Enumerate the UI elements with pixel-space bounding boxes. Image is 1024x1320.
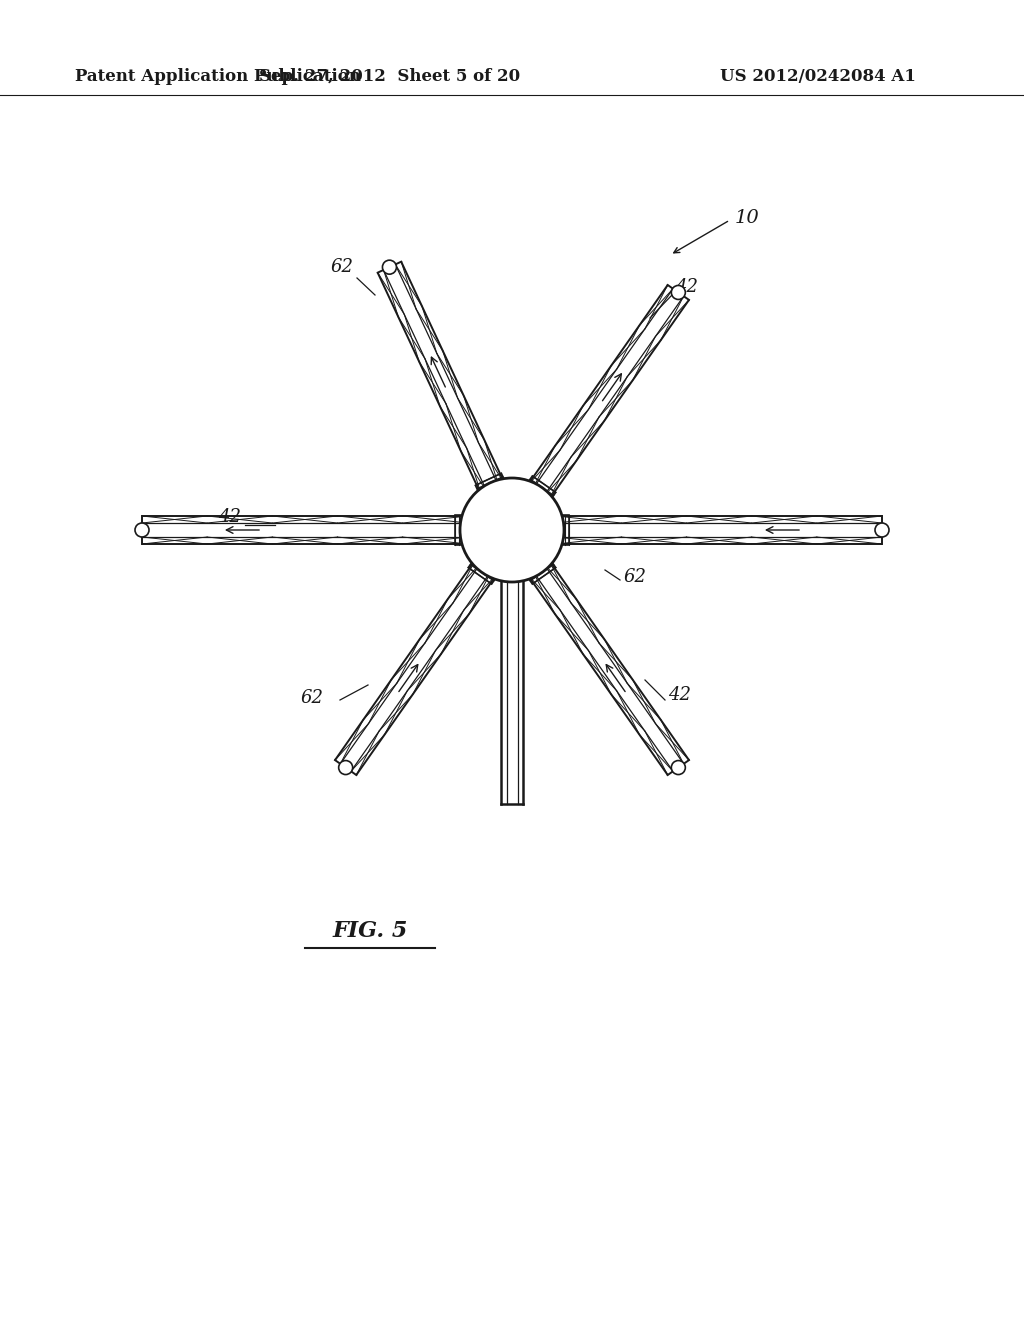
Text: 62: 62 bbox=[623, 568, 646, 586]
Circle shape bbox=[874, 523, 889, 537]
Circle shape bbox=[672, 760, 685, 775]
Text: 42: 42 bbox=[668, 686, 691, 704]
Circle shape bbox=[460, 478, 564, 582]
Text: 62: 62 bbox=[300, 689, 323, 708]
Circle shape bbox=[382, 260, 396, 275]
Circle shape bbox=[339, 760, 352, 775]
Text: US 2012/0242084 A1: US 2012/0242084 A1 bbox=[720, 69, 915, 84]
Text: Patent Application Publication: Patent Application Publication bbox=[75, 69, 360, 84]
Circle shape bbox=[135, 523, 150, 537]
Circle shape bbox=[672, 285, 685, 300]
Text: 42: 42 bbox=[218, 508, 241, 525]
Text: 62: 62 bbox=[330, 257, 353, 276]
Text: FIG. 5: FIG. 5 bbox=[333, 920, 408, 942]
Text: Sep. 27, 2012  Sheet 5 of 20: Sep. 27, 2012 Sheet 5 of 20 bbox=[259, 69, 520, 84]
Text: 42: 42 bbox=[675, 279, 698, 296]
Text: 10: 10 bbox=[735, 209, 760, 227]
